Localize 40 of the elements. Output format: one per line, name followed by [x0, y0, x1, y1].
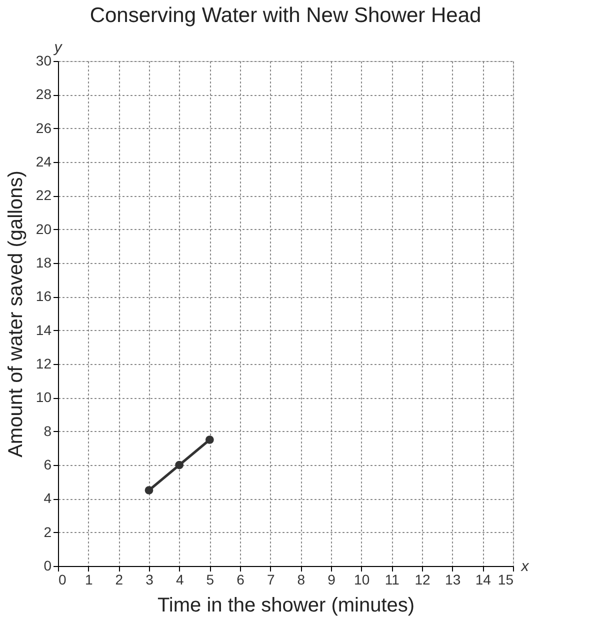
text: y [53, 39, 64, 56]
x-axis-title: Time in the shower (minutes) [157, 594, 415, 616]
x-tick-label: 11 [384, 572, 400, 588]
x-tick-label: 1 [84, 572, 93, 588]
y-axis-title: Amount of water saved (gallons) [4, 170, 27, 458]
y-tick-label: 24 [36, 154, 52, 170]
chart-title: Conserving Water with New Shower Head [90, 4, 482, 27]
x-tick-label: 12 [414, 572, 430, 588]
y-tick-label: 0 [44, 558, 52, 574]
x-tick-label: 2 [115, 572, 124, 588]
x-tick-label: 15 [498, 572, 514, 588]
x-tick-label: 7 [266, 572, 275, 588]
y-tick-label: 4 [44, 490, 52, 506]
y-tick-label: 8 [44, 422, 52, 439]
y-tick-label: 26 [36, 120, 52, 136]
x-tick-label: 4 [176, 572, 184, 588]
x-tick-label: 0 [58, 572, 66, 588]
y-tick-label: 20 [36, 220, 52, 237]
y-tick-label: 16 [36, 288, 52, 304]
x-tick-label: 9 [328, 572, 336, 588]
x-tick-label: 14 [475, 572, 492, 588]
y-tick-label: 28 [36, 86, 52, 102]
y-tick-label: 22 [36, 187, 52, 204]
point [175, 460, 184, 470]
x-tick-label: 5 [206, 572, 214, 588]
point [144, 486, 154, 494]
y-tick-label: 18 [36, 254, 52, 270]
y-tick-label: 14 [36, 322, 52, 338]
y-tick-label: 2 [44, 524, 52, 540]
y-tick-label: 6 [44, 456, 52, 472]
point [205, 436, 214, 444]
text: x [520, 558, 530, 575]
x-tick-label: 13 [445, 572, 461, 588]
x-tick-label: 3 [146, 572, 154, 588]
x-tick-label: 10 [354, 572, 370, 588]
x-tick-label: 6 [236, 572, 245, 588]
x-tick-label: 8 [297, 572, 306, 588]
y-tick-label: 12 [36, 356, 52, 372]
y-tick-label: 10 [36, 389, 52, 406]
y-tick-label: 30 [36, 52, 52, 68]
